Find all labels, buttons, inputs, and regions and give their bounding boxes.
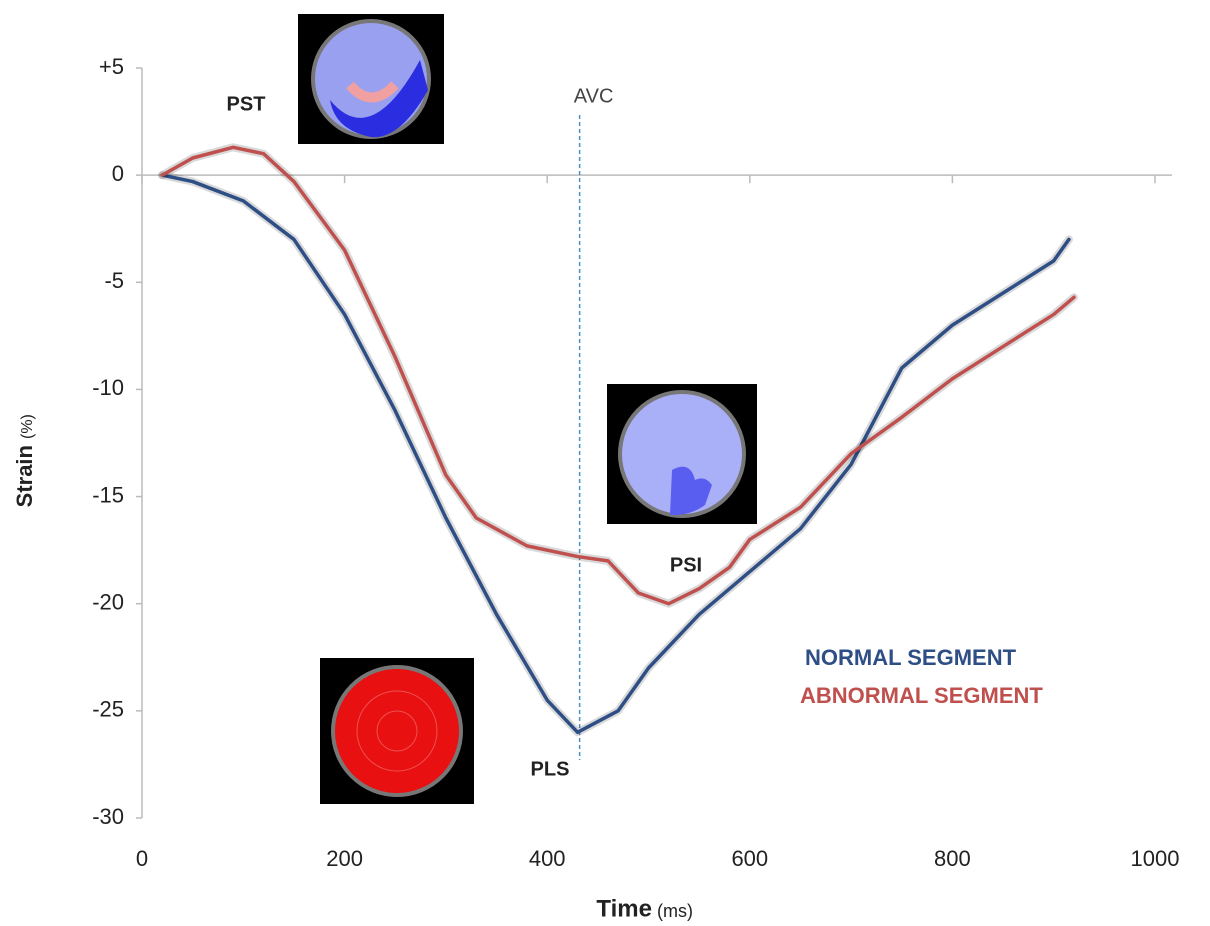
y-tick-label: -30 [92, 804, 124, 829]
x-tick-label: 600 [731, 846, 768, 871]
bullseye-pls [320, 658, 474, 804]
y-axis-label: Strain [12, 445, 37, 507]
x-axis-unit: (ms) [657, 901, 693, 921]
annotation: PST [227, 93, 266, 115]
y-tick-label: 0 [112, 161, 124, 186]
series-line [160, 145, 1076, 606]
legend-entry: NORMAL SEGMENT [805, 645, 1017, 670]
y-tick-label: -10 [92, 375, 124, 400]
series-line [160, 173, 1071, 735]
avc-label: AVC [574, 85, 614, 107]
x-tick-label: 800 [934, 846, 971, 871]
y-axis-title: Strain (%) [12, 414, 37, 507]
y-tick-label: -25 [92, 697, 124, 722]
x-tick-label: 200 [326, 846, 363, 871]
y-axis-unit: (%) [19, 414, 36, 439]
x-tick-label: 0 [136, 846, 148, 871]
x-tick-label: 400 [529, 846, 566, 871]
bullseye-psi [607, 384, 757, 524]
bullseye-pst [298, 14, 444, 144]
y-tick-label: -5 [104, 268, 124, 293]
annotation: PLS [531, 758, 570, 780]
annotation: PSI [670, 554, 702, 576]
x-axis-label: Time [596, 895, 652, 922]
legend-entry: ABNORMAL SEGMENT [800, 683, 1043, 708]
y-tick-label: +5 [99, 54, 124, 79]
series-glow [158, 143, 1078, 608]
y-tick-label: -20 [92, 590, 124, 615]
x-tick-label: 1000 [1131, 846, 1180, 871]
y-tick-label: -15 [92, 482, 124, 507]
